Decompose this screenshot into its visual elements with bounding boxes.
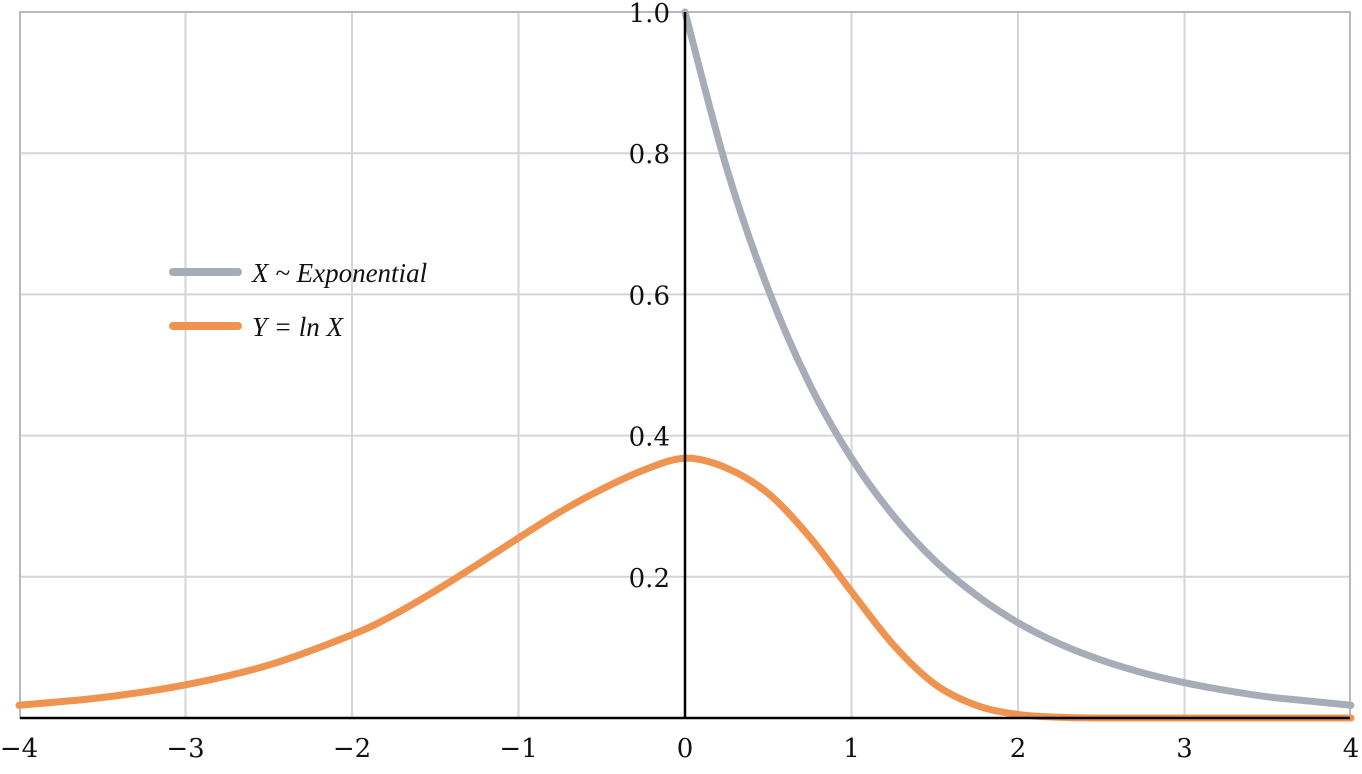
x-tick-label: 1 bbox=[843, 734, 860, 764]
y-tick-label: 0.8 bbox=[629, 140, 670, 170]
legend: X ~ Exponential Y = ln X bbox=[169, 258, 427, 342]
x-tick-label: −2 bbox=[333, 734, 371, 764]
y-tick-label: 0.2 bbox=[629, 564, 670, 594]
x-tick-label: 4 bbox=[1343, 734, 1360, 764]
series-line-exponential bbox=[681, 8, 1355, 709]
y-tick-label: 1.0 bbox=[629, 0, 670, 29]
x-tick-label: −1 bbox=[499, 734, 537, 764]
x-tick-label: 3 bbox=[1176, 734, 1193, 764]
x-tick-label: −4 bbox=[0, 734, 38, 764]
legend-label-exponential: X ~ Exponential bbox=[251, 258, 427, 288]
x-tick-label: 2 bbox=[1010, 734, 1027, 764]
x-tick-label: −3 bbox=[166, 734, 204, 764]
y-tick-label: 0.6 bbox=[629, 281, 670, 311]
x-tick-label: 0 bbox=[677, 734, 694, 764]
legend-label-ln: Y = ln X bbox=[252, 312, 344, 342]
y-tick-label: 0.4 bbox=[629, 423, 670, 453]
